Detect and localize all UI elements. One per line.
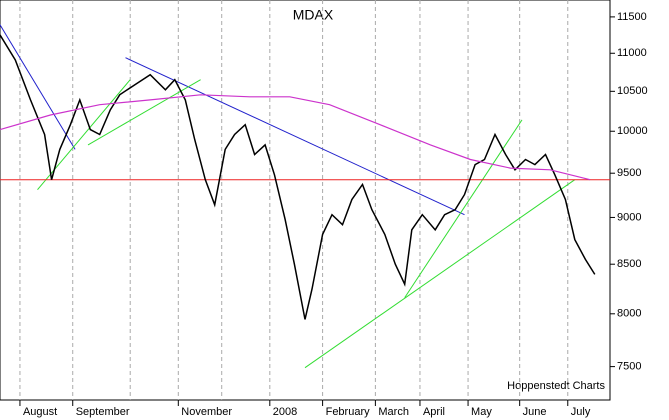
- y-tick-label: 8500: [617, 258, 641, 270]
- y-tick-label: 11000: [617, 47, 647, 59]
- y-tick-label: 10500: [617, 85, 648, 97]
- y-tick-label: 9500: [617, 167, 641, 179]
- series-line: [0, 94, 591, 181]
- trend-line: [87, 79, 201, 146]
- x-tick-label: November: [181, 406, 232, 418]
- y-tick-label: 9000: [617, 211, 641, 223]
- trend-line: [37, 79, 131, 191]
- x-tick-label: August: [23, 406, 57, 418]
- trend-line: [304, 179, 576, 369]
- x-tick-label: February: [326, 406, 371, 418]
- x-tick-label: June: [523, 406, 547, 418]
- y-tick-label: 8000: [617, 308, 641, 320]
- chart-title: MDAX: [293, 7, 334, 23]
- plot-frame: [0, 0, 611, 401]
- x-tick-label: July: [571, 406, 591, 418]
- x-tick-label: March: [378, 406, 409, 418]
- x-tick-label: May: [471, 406, 492, 418]
- trend-line: [0, 24, 76, 150]
- series-line: [0, 34, 596, 320]
- trend-line: [125, 57, 465, 216]
- y-tick-label: 7500: [617, 361, 641, 373]
- y-tick-label: 10000: [617, 125, 648, 137]
- x-tick-label: 2008: [273, 406, 297, 418]
- annotation: Hoppenstedt Charts: [507, 380, 605, 392]
- x-tick-label: April: [423, 406, 445, 418]
- x-tick-label: September: [76, 406, 130, 418]
- y-tick-label: 11500: [617, 11, 647, 23]
